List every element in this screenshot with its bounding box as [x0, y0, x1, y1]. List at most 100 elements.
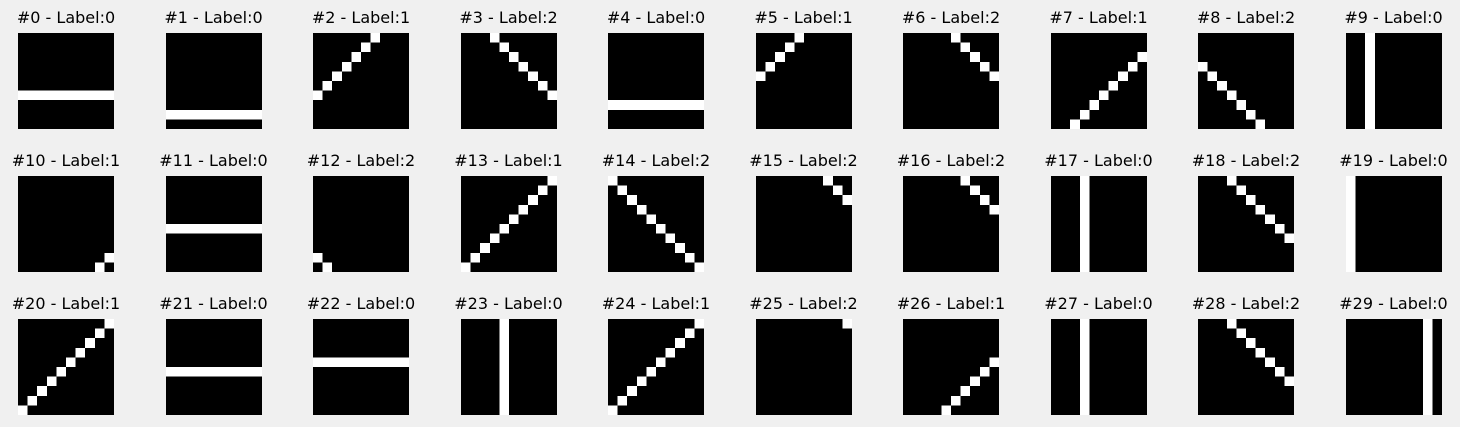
lit-pixel	[1364, 52, 1375, 62]
pixel-image	[460, 33, 557, 129]
panel-title: #4 - Label:0	[606, 8, 706, 27]
panel-title: #23 - Label:0	[454, 294, 563, 313]
lit-pixel	[518, 204, 528, 215]
lit-pixel	[537, 185, 547, 196]
lit-pixel	[351, 52, 361, 62]
lit-pixel	[75, 90, 86, 101]
lit-pixel	[755, 71, 766, 81]
panel-title: #5 - Label:1	[754, 8, 853, 27]
lit-pixel	[1226, 90, 1237, 101]
lit-pixel	[94, 328, 105, 339]
lit-pixel	[251, 109, 262, 120]
pixel-image	[1345, 176, 1442, 272]
lit-pixel	[56, 367, 66, 377]
lit-pixel	[1236, 100, 1246, 110]
lit-pixel	[1284, 376, 1294, 387]
image-background	[1345, 33, 1442, 129]
lit-pixel	[470, 252, 480, 263]
lit-pixel	[46, 90, 57, 101]
lit-pixel	[223, 109, 233, 120]
lit-pixel	[399, 357, 409, 367]
lit-pixel	[527, 71, 538, 81]
lit-pixel	[498, 338, 509, 348]
lit-pixel	[646, 367, 656, 377]
lit-pixel	[636, 204, 647, 215]
lit-pixel	[1364, 71, 1375, 81]
lit-pixel	[242, 224, 252, 234]
lit-pixel	[537, 81, 547, 91]
lit-pixel	[1246, 338, 1256, 348]
lit-pixel	[1364, 42, 1375, 53]
lit-pixel	[1079, 395, 1089, 406]
lit-pixel	[1364, 81, 1375, 91]
image-background	[903, 176, 999, 272]
lit-pixel	[684, 252, 695, 263]
pixel-image	[313, 319, 409, 415]
lit-pixel	[1236, 185, 1246, 196]
lit-pixel	[1079, 233, 1089, 244]
panel-title: #8 - Label:2	[1196, 8, 1296, 27]
lit-pixel	[1079, 109, 1089, 120]
lit-pixel	[322, 357, 333, 367]
pixel-image	[755, 176, 852, 272]
lit-pixel	[1079, 357, 1089, 367]
lit-pixel	[489, 33, 499, 43]
lit-pixel	[1255, 119, 1266, 129]
panel-title: #20 - Label:1	[11, 294, 121, 313]
lit-pixel	[1345, 224, 1356, 234]
lit-pixel	[765, 61, 775, 72]
lit-pixel	[232, 224, 243, 234]
lit-pixel	[184, 109, 195, 120]
panel-title: #7 - Label:1	[1049, 8, 1148, 27]
lit-pixel	[85, 338, 95, 348]
lit-pixel	[1079, 367, 1089, 377]
lit-pixel	[361, 357, 371, 367]
lit-pixel	[75, 347, 86, 358]
lit-pixel	[498, 224, 509, 234]
panel-title: #28 - Label:2	[1191, 294, 1301, 313]
lit-pixel	[1069, 119, 1080, 129]
lit-pixel	[684, 100, 695, 110]
lit-pixel	[1364, 100, 1375, 110]
lit-pixel	[675, 100, 685, 110]
lit-pixel	[979, 195, 990, 205]
lit-pixel	[479, 243, 490, 253]
image-background	[1050, 176, 1147, 272]
lit-pixel	[1345, 185, 1356, 196]
lit-pixel	[1226, 319, 1237, 329]
lit-pixel	[951, 395, 961, 406]
panel-title: #9 - Label:0	[1344, 8, 1443, 27]
lit-pixel	[1236, 328, 1246, 339]
lit-pixel	[979, 367, 990, 377]
lit-pixel	[841, 195, 852, 205]
lit-pixel	[313, 90, 323, 101]
lit-pixel	[1422, 338, 1432, 348]
lit-pixel	[1198, 61, 1208, 72]
pixel-image	[1198, 176, 1294, 272]
pixel-image	[608, 33, 704, 129]
lit-pixel	[774, 52, 785, 62]
lit-pixel	[1217, 81, 1227, 91]
lit-pixel	[489, 233, 499, 244]
lit-pixel	[175, 367, 185, 377]
lit-pixel	[1079, 328, 1089, 339]
lit-pixel	[1136, 52, 1147, 62]
lit-pixel	[66, 90, 76, 101]
lit-pixel	[332, 71, 342, 81]
lit-pixel	[322, 81, 333, 91]
lit-pixel	[370, 357, 381, 367]
lit-pixel	[498, 386, 509, 396]
lit-pixel	[793, 33, 804, 43]
lit-pixel	[1364, 109, 1375, 120]
image-background	[903, 33, 999, 129]
lit-pixel	[665, 100, 676, 110]
panel-title: #17 - Label:0	[1044, 151, 1153, 170]
lit-pixel	[232, 109, 243, 120]
pixel-image	[18, 176, 114, 272]
lit-pixel	[941, 405, 951, 415]
pixel-image	[313, 176, 409, 272]
lit-pixel	[213, 109, 224, 120]
lit-pixel	[194, 109, 204, 120]
lit-pixel	[213, 367, 224, 377]
